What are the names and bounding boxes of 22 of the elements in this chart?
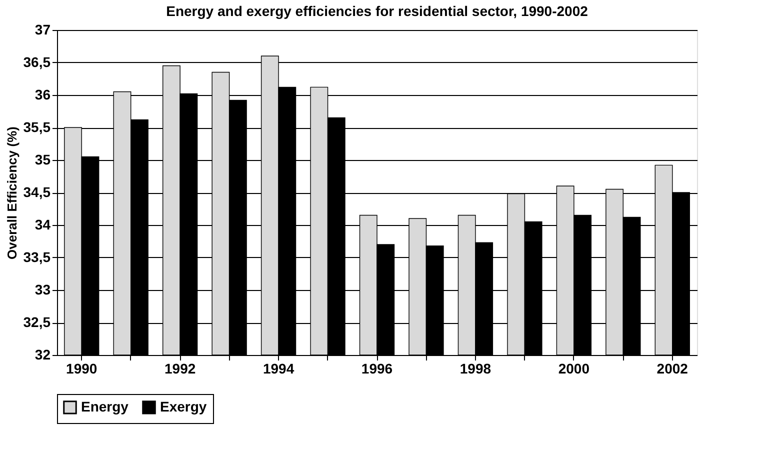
y-tick-label: 35,5: [23, 119, 51, 135]
chart-title: Energy and exergy efficiencies for residential sector, 1990-2002: [166, 3, 588, 19]
x-tick-label: 1992: [164, 360, 196, 376]
x-tick-label: 1990: [66, 360, 98, 376]
x-tick-label: 2002: [656, 360, 688, 376]
legend-label: Energy: [81, 398, 129, 414]
x-tick-label: 1998: [460, 360, 492, 376]
legend-label: Exergy: [160, 398, 207, 414]
y-tick-label: 34: [34, 216, 51, 232]
y-tick-label: 32,5: [23, 314, 51, 330]
y-tick-label: 36,5: [23, 54, 51, 70]
y-tick-label: 36: [34, 86, 51, 102]
y-axis-title: Overall Efficiency (%): [4, 126, 20, 260]
x-tick-label: 1996: [361, 360, 393, 376]
y-tick-label: 34,5: [23, 184, 51, 200]
y-tick-label: 35: [34, 152, 51, 168]
y-tick-label: 33,5: [23, 249, 51, 265]
x-tick-label: 1994: [262, 360, 294, 376]
y-tick-label: 33: [34, 282, 51, 298]
x-tick-label: 2000: [558, 360, 590, 376]
y-tick-label: 37: [34, 22, 51, 38]
y-tick-label: 32: [34, 346, 51, 362]
